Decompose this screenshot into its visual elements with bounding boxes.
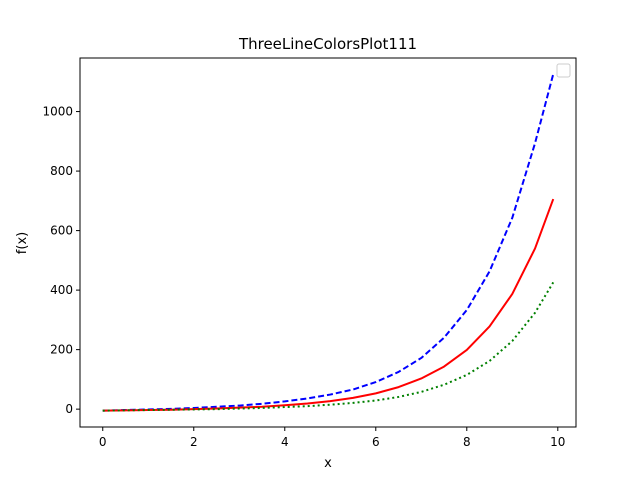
x-tick-label: 10 [550, 435, 565, 449]
y-tick-label: 0 [65, 402, 73, 416]
plot-frame [79, 57, 577, 428]
y-tick-label: 800 [50, 164, 73, 178]
x-axis-label: x [324, 456, 332, 471]
plot-area [80, 58, 576, 427]
x-tick-label: 8 [463, 435, 471, 449]
x-tick-label: 4 [281, 435, 289, 449]
series-layer [102, 73, 555, 412]
x-tick-label: 0 [99, 435, 107, 449]
y-tick-label: 400 [50, 283, 73, 297]
series-line-dotted [102, 281, 555, 412]
legend-box [556, 63, 571, 78]
x-tick-label: 2 [190, 435, 198, 449]
y-tick-label: 200 [50, 343, 73, 357]
tick-layer: 0 2 4 6 8 10 0 200 400 600 800 1000 [42, 105, 565, 449]
x-tick-label: 6 [372, 435, 380, 449]
chart-title: ThreeLineColorsPlot111 [238, 35, 417, 53]
y-tick-label: 600 [50, 224, 73, 238]
y-tick-label: 1000 [42, 105, 73, 119]
y-axis-label: f(x) [15, 232, 30, 254]
